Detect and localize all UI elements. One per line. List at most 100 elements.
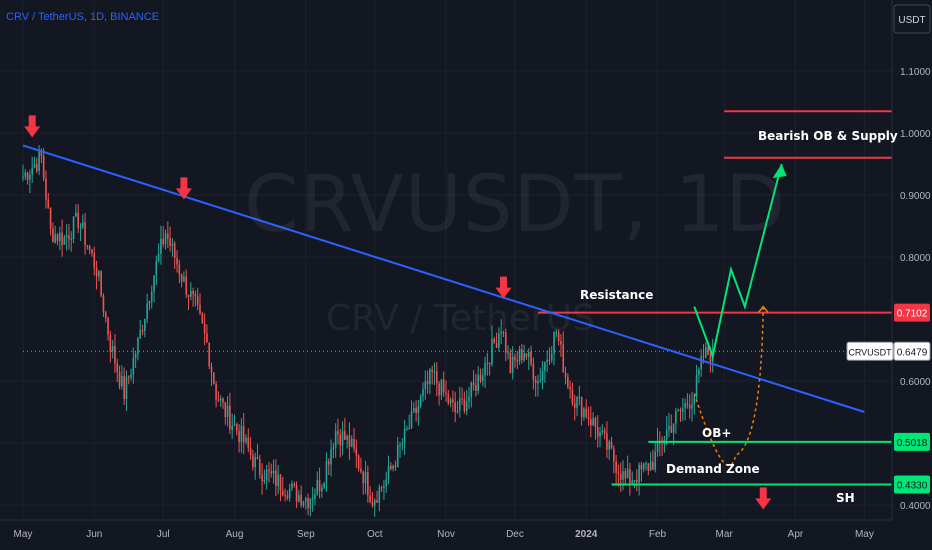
candle-body bbox=[79, 227, 82, 229]
candle-body bbox=[392, 465, 394, 469]
candle-body bbox=[141, 330, 144, 332]
symbol-tag-label: CRVUSDT bbox=[848, 347, 892, 357]
candle-body bbox=[360, 468, 362, 472]
candle-body bbox=[668, 426, 670, 430]
price-axis-bg bbox=[892, 0, 932, 550]
candle-body bbox=[279, 474, 282, 491]
candle-body bbox=[553, 332, 555, 354]
candle-body bbox=[316, 480, 319, 494]
candle-body bbox=[488, 362, 491, 365]
watermark-symbol: CRVUSDT, 1D bbox=[244, 160, 787, 250]
candle-body bbox=[350, 438, 353, 447]
candle-body bbox=[291, 483, 293, 489]
candle-body bbox=[58, 232, 61, 242]
candle-body bbox=[238, 430, 240, 443]
candle-body bbox=[327, 460, 330, 465]
candle-body bbox=[401, 443, 404, 445]
candle-body bbox=[410, 411, 413, 428]
candle-body bbox=[610, 441, 613, 449]
candle-body bbox=[472, 382, 475, 385]
candle-body bbox=[580, 396, 583, 418]
time-tick-label: Apr bbox=[788, 529, 804, 540]
candle-body bbox=[567, 376, 569, 388]
candle-body bbox=[390, 466, 392, 469]
candle-body bbox=[445, 392, 447, 394]
candle-body bbox=[461, 398, 463, 400]
candle-body bbox=[146, 303, 148, 319]
candle-body bbox=[194, 293, 197, 297]
candle-body bbox=[201, 313, 204, 324]
candle-body bbox=[642, 463, 645, 470]
candle-body bbox=[523, 353, 525, 361]
candle-body bbox=[709, 355, 712, 362]
candle-body bbox=[63, 237, 66, 245]
projection-layer bbox=[693, 163, 787, 467]
candle-body bbox=[613, 448, 615, 462]
candle-body bbox=[587, 416, 590, 420]
candle-body bbox=[465, 401, 468, 412]
candle-body bbox=[95, 267, 98, 277]
candle-body bbox=[355, 448, 358, 456]
marker-arrow-shaft bbox=[499, 276, 507, 289]
candle-body bbox=[649, 461, 652, 471]
candle-body bbox=[337, 431, 339, 435]
candle-body bbox=[672, 423, 675, 433]
candle-body bbox=[564, 372, 567, 377]
candle-body bbox=[376, 499, 378, 503]
candle-body bbox=[468, 396, 470, 402]
candle-body bbox=[560, 341, 562, 345]
candle-body bbox=[226, 405, 229, 418]
candle-body bbox=[544, 362, 546, 371]
time-axis-bg bbox=[0, 520, 932, 550]
candle-body bbox=[233, 424, 236, 426]
candle-body bbox=[691, 404, 693, 409]
candle-body bbox=[229, 405, 231, 430]
candle-body bbox=[183, 276, 185, 282]
candle-body bbox=[509, 352, 512, 373]
candle-body bbox=[307, 498, 309, 509]
candle-body bbox=[192, 290, 194, 294]
time-axis[interactable]: May Jun Jul Aug Sep Oct Nov Dec 2024 Feb Mar Apr May bbox=[0, 519, 932, 550]
candle-body bbox=[288, 488, 291, 499]
candle-body bbox=[576, 397, 578, 408]
candle-body bbox=[107, 317, 109, 336]
time-tick-label: May bbox=[855, 529, 874, 540]
candle-body bbox=[173, 243, 176, 259]
candle-body bbox=[263, 479, 266, 482]
candle-body bbox=[52, 228, 54, 243]
currency-button[interactable] bbox=[893, 4, 931, 34]
candle-body bbox=[592, 418, 594, 426]
candle-body bbox=[534, 379, 537, 384]
candle-body bbox=[681, 408, 684, 412]
candle-body bbox=[199, 304, 201, 314]
candle-body bbox=[670, 426, 673, 433]
ob-plus-label: OB+ bbox=[702, 426, 732, 440]
price-tag-current-bg bbox=[893, 341, 931, 361]
candle-body bbox=[217, 399, 220, 401]
candle-body bbox=[413, 408, 415, 412]
chart-title: CRV / TetherUS, 1D, BINANCE bbox=[6, 11, 160, 23]
candle-body bbox=[399, 444, 401, 446]
candle-body bbox=[458, 398, 461, 411]
candle-body bbox=[573, 403, 576, 408]
candle-body bbox=[155, 261, 158, 276]
time-tick-label: Nov bbox=[437, 529, 455, 540]
candle-body bbox=[127, 376, 130, 378]
candle-body bbox=[541, 370, 544, 381]
candle-body bbox=[470, 382, 473, 397]
resistance-label: Resistance bbox=[580, 288, 654, 302]
candle-body bbox=[511, 356, 514, 373]
candle-body bbox=[178, 264, 181, 275]
candle-body bbox=[77, 212, 79, 229]
candle-body bbox=[125, 376, 128, 400]
candle-body bbox=[435, 371, 438, 384]
candle-body bbox=[242, 426, 245, 443]
candle-body bbox=[275, 470, 277, 487]
time-tick-label: Sep bbox=[297, 529, 315, 540]
candle-body bbox=[571, 389, 574, 404]
price-tags: 0.7102 0.5018 0.4330 0.6479 CRVUSDT bbox=[846, 303, 931, 494]
time-tick-label: Oct bbox=[367, 529, 383, 540]
price-axis[interactable]: 1.10001.00000.90000.80000.60000.50000.40… bbox=[891, 0, 932, 550]
